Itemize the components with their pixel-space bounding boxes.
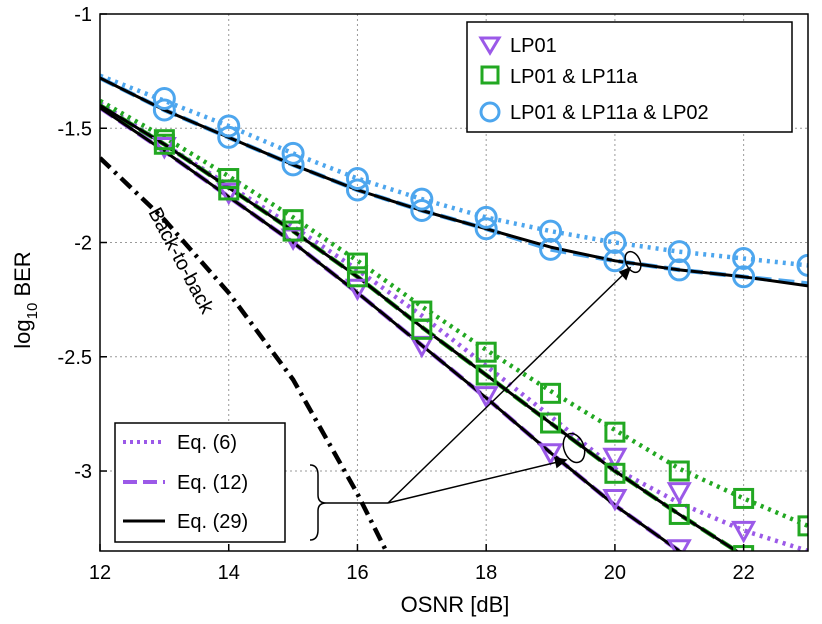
series-line: [100, 98, 808, 528]
marker-circle: [217, 114, 241, 138]
marker-square: [540, 412, 562, 434]
back-to-back-label: Back-to-back: [144, 204, 219, 318]
marker-square: [346, 266, 368, 288]
marker-square: [153, 133, 175, 155]
arrow-to-eq29-top: [387, 267, 631, 504]
series-line: [100, 104, 740, 551]
arrow-to-eq29-bottom: [387, 459, 567, 504]
marker-square: [282, 220, 304, 242]
marker-square: [346, 252, 368, 274]
ellipse-bottom: [562, 432, 586, 464]
marker-circle: [732, 265, 756, 289]
marker-square: [604, 462, 626, 484]
axes: 12 14 16 18 20 22 -1 -1.5 -2 -2.5 -3: [58, 4, 809, 584]
plot-frame: [99, 13, 809, 552]
marker-square: [411, 318, 433, 340]
marker-triangle: [473, 386, 499, 409]
marker-square: [475, 341, 497, 363]
series-markers: [151, 87, 808, 551]
legend-label-eq6: Eq. (6): [177, 432, 237, 454]
marker-square: [218, 179, 240, 201]
marker-circle: [345, 178, 369, 202]
series-line: [100, 101, 808, 551]
x-tick-label: 14: [218, 562, 240, 584]
marker-square: [604, 421, 626, 443]
marker-triangle: [344, 278, 371, 302]
line-style-legend: Eq. (6) Eq. (12) Eq. (29): [114, 422, 286, 543]
series-line: [100, 106, 684, 551]
marker-circle: [281, 153, 305, 177]
marker-circle: [667, 240, 691, 264]
marker-circle: [796, 253, 808, 277]
marker-circle: [410, 199, 434, 223]
marker-square: [733, 487, 755, 509]
x-tick-label: 12: [89, 562, 111, 584]
ellipse-top: [624, 250, 642, 274]
marker-square: [540, 382, 562, 404]
marker-circle: [281, 141, 305, 165]
marker-triangle: [666, 539, 692, 551]
marker-circle: [539, 219, 563, 243]
marker-circle: [539, 237, 563, 261]
y-axis-title-main: log: [10, 319, 35, 348]
marker-circle: [667, 258, 691, 282]
marker-circle: [217, 125, 241, 149]
marker-square: [282, 209, 304, 231]
marker-circle: [152, 87, 176, 111]
marker-circle: [474, 205, 498, 229]
series-line: [100, 156, 389, 551]
y-tick-label: -3: [74, 461, 92, 483]
marker-circle: [345, 167, 369, 191]
y-axis-title: log10 BER: [10, 251, 41, 348]
marker-triangle: [602, 447, 628, 471]
marker-circle: [410, 187, 434, 211]
annotation-arrows: [309, 250, 642, 541]
marker-circle: [732, 247, 756, 271]
legend-square-icon: [480, 65, 500, 85]
marker-triangle: [602, 488, 628, 512]
marker-square: [668, 503, 690, 525]
y-tick-label: -2: [74, 233, 92, 255]
marker-triangle: [731, 520, 757, 544]
legend-label-eq29: Eq. (29): [177, 511, 248, 533]
marker-circle: [603, 231, 627, 255]
marker-legend: LP01 LP01 & LP11a LP01 & LP11a & LP02: [466, 21, 793, 133]
x-tick-label: 20: [604, 562, 626, 584]
x-tick-label: 18: [475, 562, 497, 584]
marker-square: [797, 515, 808, 537]
marker-square: [475, 364, 497, 386]
y-axis-title-tail: BER: [10, 251, 35, 302]
arrowhead-bottom: [554, 457, 568, 469]
y-tick-label: -1: [74, 4, 92, 26]
marker-circle: [152, 98, 176, 122]
legend-label-lp01: LP01: [510, 35, 557, 57]
legend-label-lp01-lp11a: LP01 & LP11a: [510, 66, 638, 88]
x-tick-label: 16: [346, 562, 368, 584]
marker-triangle: [666, 482, 692, 505]
marker-square: [218, 168, 240, 190]
y-tick-label: -1.5: [58, 118, 92, 140]
legend-label-lp01-lp11a-lp02: LP01 & LP11a & LP02: [510, 102, 709, 124]
marker-square: [668, 460, 690, 482]
x-tick-label: 22: [733, 562, 755, 584]
legend-label-eq12: Eq. (12): [177, 472, 248, 494]
marker-triangle: [216, 182, 242, 206]
legend-circle-icon: [479, 101, 501, 123]
arrowhead-top: [618, 266, 632, 281]
x-axis-title: OSNR [dB]: [401, 592, 510, 617]
marker-triangle: [537, 443, 564, 466]
marker-circle: [474, 217, 498, 241]
y-tick-label: -2.5: [58, 347, 92, 369]
legend-triangle-icon: [478, 36, 502, 56]
marker-legend-box: [466, 21, 793, 133]
brace: [309, 464, 327, 541]
y-axis-title-subscript: 10: [24, 303, 41, 320]
